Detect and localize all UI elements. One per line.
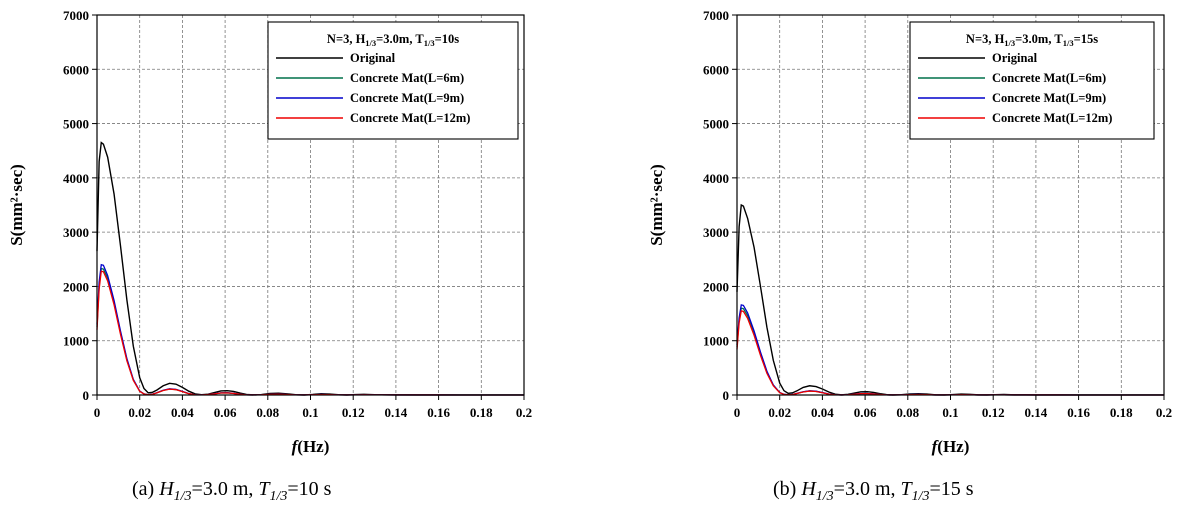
x-tick-label: 0.04 [171, 405, 194, 420]
legend-entry: Concrete Mat(L=12m) [992, 111, 1112, 125]
legend-title: N=3, H1/3=3.0m, T1/3=15s [966, 32, 1098, 48]
x-tick-label: 0.04 [811, 405, 834, 420]
legend-entry: Concrete Mat(L=9m) [992, 91, 1106, 105]
x-tick-label: 0.12 [982, 405, 1005, 420]
legend-entry: Original [992, 51, 1038, 65]
legend: N=3, H1/3=3.0m, T1/3=15s Original Concrete… [909, 21, 1155, 140]
y-tick-label: 4000 [63, 171, 89, 186]
x-tick-label: 0.18 [470, 405, 493, 420]
panel-caption: (a) H1/3=3.0 m, T1/3=10 s [132, 478, 332, 504]
x-tick-label: 0.1 [302, 405, 318, 420]
chart-panel-b: 0 0.02 0.04 0.06 0.08 0.1 0.12 0.14 0.16 0.18 0.2 0… [647, 8, 1172, 504]
y-tick-label: 0 [83, 388, 90, 403]
y-tick-label: 2000 [703, 279, 729, 294]
y-tick-label: 5000 [703, 117, 729, 132]
legend: N=3, H1/3=3.0m, T1/3=10s Original Concrete… [267, 21, 519, 140]
y-tick-label: 3000 [703, 225, 729, 240]
x-tick-label: 0.02 [128, 405, 151, 420]
x-tick-label: 0.16 [1067, 405, 1090, 420]
x-axis-title: f(Hz) [932, 437, 970, 456]
y-tick-label: 5000 [63, 117, 89, 132]
y-tick-label: 7000 [703, 8, 729, 23]
y-tick-label: 4000 [703, 171, 729, 186]
x-tick-label: 0.06 [854, 405, 877, 420]
legend-entry: Concrete Mat(L=6m) [992, 71, 1106, 85]
x-tick-label: 0.2 [516, 405, 532, 420]
legend-entry: Concrete Mat(L=9m) [350, 91, 464, 105]
y-tick-label: 0 [723, 388, 730, 403]
y-tick-label: 1000 [63, 334, 89, 349]
panel-caption: (b) H1/3=3.0 m, T1/3=15 s [773, 478, 974, 504]
legend-title: N=3, H1/3=3.0m, T1/3=10s [327, 32, 459, 48]
x-tick-label: 0.12 [342, 405, 365, 420]
x-tick-label: 0.2 [1156, 405, 1172, 420]
x-tick-label: 0.18 [1110, 405, 1133, 420]
y-tick-label: 6000 [703, 62, 729, 77]
x-tick-label: 0.16 [427, 405, 450, 420]
chart-panel-a: 0 0.02 0.04 0.06 0.08 0.1 0.12 0.14 0.16 0.18 0.2 0… [7, 8, 532, 504]
x-tick-label: 0.02 [768, 405, 791, 420]
y-tick-label: 3000 [63, 225, 89, 240]
x-tick-label: 0.08 [256, 405, 279, 420]
legend-box [267, 21, 519, 140]
legend-entry: Concrete Mat(L=6m) [350, 71, 464, 85]
legend-entry: Original [350, 51, 396, 65]
y-axis-title: S(mm²·sec) [7, 164, 26, 246]
x-tick-label: 0.14 [1025, 405, 1048, 420]
legend-box [909, 21, 1155, 140]
x-axis-title: f(Hz) [292, 437, 330, 456]
y-axis-title: S(mm²·sec) [647, 164, 666, 246]
legend-entry: Concrete Mat(L=12m) [350, 111, 470, 125]
x-tick-label: 0 [734, 405, 741, 420]
x-tick-label: 0.1 [942, 405, 958, 420]
y-tick-label: 1000 [703, 334, 729, 349]
x-tick-label: 0.06 [214, 405, 237, 420]
x-tick-label: 0.08 [896, 405, 919, 420]
y-tick-label: 2000 [63, 279, 89, 294]
y-tick-label: 6000 [63, 62, 89, 77]
y-tick-label: 7000 [63, 8, 89, 23]
x-tick-label: 0.14 [385, 405, 408, 420]
x-tick-label: 0 [94, 405, 101, 420]
